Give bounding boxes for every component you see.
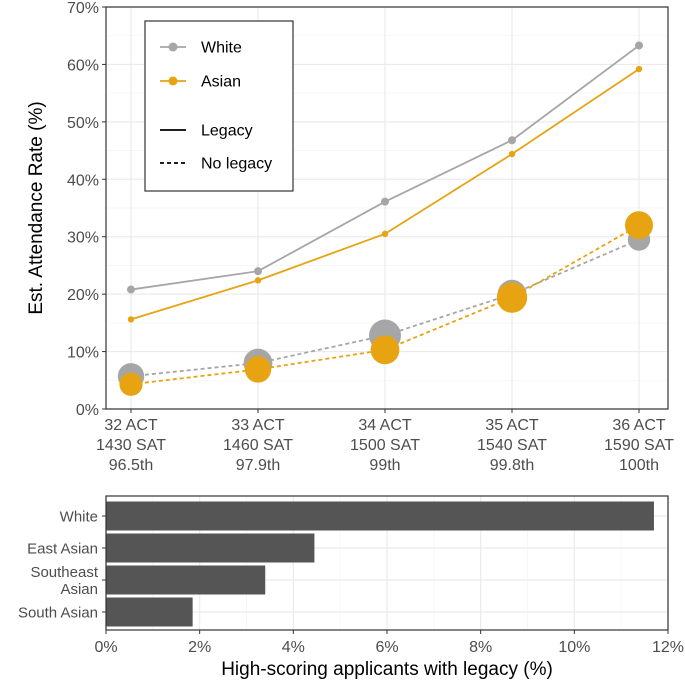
legend-label: Asian bbox=[201, 74, 241, 91]
y-tick-label: 40% bbox=[67, 172, 99, 189]
legend-label: Legacy bbox=[201, 123, 253, 140]
series-line-asian-no-legacy bbox=[130, 224, 640, 386]
x-tick-label: 12% bbox=[652, 639, 684, 656]
y-category-label: East Asian bbox=[27, 541, 98, 558]
data-point-white bbox=[635, 41, 643, 50]
plot-border bbox=[105, 6, 669, 410]
bar-southeast-asian bbox=[106, 565, 266, 595]
x-tick-label: 8% bbox=[469, 639, 492, 656]
x-tick-label: 1540 SAT bbox=[477, 437, 547, 454]
legend-key-point bbox=[168, 42, 178, 52]
x-tick-label: 4% bbox=[282, 639, 305, 656]
y-category-label: Asian bbox=[60, 581, 98, 598]
data-point-asian bbox=[635, 65, 643, 73]
x-tick-label: 96.5th bbox=[109, 457, 153, 474]
legend-label: No legacy bbox=[201, 156, 272, 173]
data-point-asian bbox=[119, 372, 143, 396]
data-point-asian bbox=[625, 211, 653, 240]
data-point-asian bbox=[496, 282, 528, 313]
y-tick-label: 20% bbox=[67, 287, 99, 304]
x-tick-label: 0% bbox=[94, 639, 117, 656]
y-tick-label: 60% bbox=[67, 57, 99, 74]
y-tick-label: 10% bbox=[67, 345, 99, 362]
x-tick-label: 35 ACT bbox=[485, 417, 539, 434]
x-tick-label: 2% bbox=[188, 639, 211, 656]
x-tick-label: 99th bbox=[369, 457, 400, 474]
x-tick-label: 32 ACT bbox=[104, 417, 158, 434]
x-tick-label: 1430 SAT bbox=[96, 437, 166, 454]
bar-white bbox=[106, 501, 654, 531]
data-point-white bbox=[127, 285, 135, 294]
bar-south-asian bbox=[106, 597, 193, 627]
series-line-white-no-legacy bbox=[130, 238, 640, 378]
data-point-white bbox=[381, 197, 389, 206]
data-point-asian bbox=[254, 277, 262, 284]
data-point-asian bbox=[244, 356, 272, 383]
legend-key-point bbox=[168, 76, 178, 86]
data-point-white bbox=[508, 136, 516, 145]
x-tick-label: 1500 SAT bbox=[350, 437, 420, 454]
data-point-asian bbox=[508, 150, 516, 158]
y-tick-label: 50% bbox=[67, 115, 99, 132]
x-tick-label: 34 ACT bbox=[358, 417, 412, 434]
y-tick-label: 70% bbox=[67, 0, 99, 17]
line-chart-panel: 0% 10% 20% 30% 40% 50% 60% 70% 32 ACT 1430 SAT 96.… bbox=[26, 0, 674, 474]
bar-east-asian bbox=[106, 533, 315, 563]
x-tick-label: 97.9th bbox=[236, 457, 280, 474]
data-point-asian bbox=[381, 230, 389, 238]
y-category-label: Southeast bbox=[30, 564, 98, 581]
legend-label: White bbox=[201, 40, 242, 57]
y-category-label: South Asian bbox=[18, 605, 98, 622]
y-tick-label: 30% bbox=[67, 230, 99, 247]
y-axis-title: Est. Attendance Rate (%) bbox=[26, 101, 47, 314]
x-tick-label: 1590 SAT bbox=[604, 437, 674, 454]
x-tick-label: 6% bbox=[375, 639, 398, 656]
data-point-white bbox=[254, 267, 262, 276]
x-tick-label: 33 ACT bbox=[231, 417, 285, 434]
data-point-asian bbox=[370, 335, 400, 365]
legend: White Asian Legacy No legacy bbox=[144, 20, 294, 192]
y-category-label: White bbox=[60, 509, 98, 526]
x-tick-label: 99.8th bbox=[490, 457, 534, 474]
x-tick-label: 10% bbox=[558, 639, 590, 656]
x-axis-title: High-scoring applicants with legacy (%) bbox=[221, 659, 553, 680]
x-tick-label: 36 ACT bbox=[612, 417, 666, 434]
x-tick-label: 1460 SAT bbox=[223, 437, 293, 454]
x-tick-label: 100th bbox=[619, 457, 659, 474]
data-point-asian bbox=[127, 316, 135, 323]
y-tick-label: 0% bbox=[76, 402, 99, 419]
